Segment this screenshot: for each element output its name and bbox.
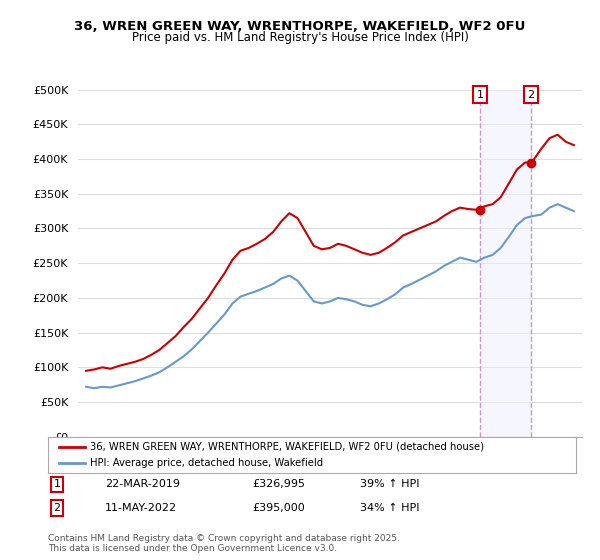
Text: 34% ↑ HPI: 34% ↑ HPI	[360, 503, 419, 513]
Text: £395,000: £395,000	[252, 503, 305, 513]
Text: 11-MAY-2022: 11-MAY-2022	[105, 503, 177, 513]
Text: 1: 1	[53, 479, 61, 489]
Bar	[480, 90, 531, 437]
Text: 36, WREN GREEN WAY, WRENTHORPE, WAKEFIELD, WF2 0FU: 36, WREN GREEN WAY, WRENTHORPE, WAKEFIEL…	[74, 20, 526, 32]
Text: 2: 2	[53, 503, 61, 513]
Text: 22-MAR-2019: 22-MAR-2019	[105, 479, 180, 489]
Text: Contains HM Land Registry data © Crown copyright and database right 2025.
This d: Contains HM Land Registry data © Crown c…	[48, 534, 400, 553]
Text: 36, WREN GREEN WAY, WRENTHORPE, WAKEFIELD, WF2 0FU (detached house): 36, WREN GREEN WAY, WRENTHORPE, WAKEFIEL…	[90, 442, 484, 452]
Text: Price paid vs. HM Land Registry's House Price Index (HPI): Price paid vs. HM Land Registry's House …	[131, 31, 469, 44]
Text: 39% ↑ HPI: 39% ↑ HPI	[360, 479, 419, 489]
Text: 1: 1	[476, 90, 484, 100]
Text: 2: 2	[527, 90, 535, 100]
Text: HPI: Average price, detached house, Wakefield: HPI: Average price, detached house, Wake…	[90, 458, 323, 468]
Text: £326,995: £326,995	[252, 479, 305, 489]
